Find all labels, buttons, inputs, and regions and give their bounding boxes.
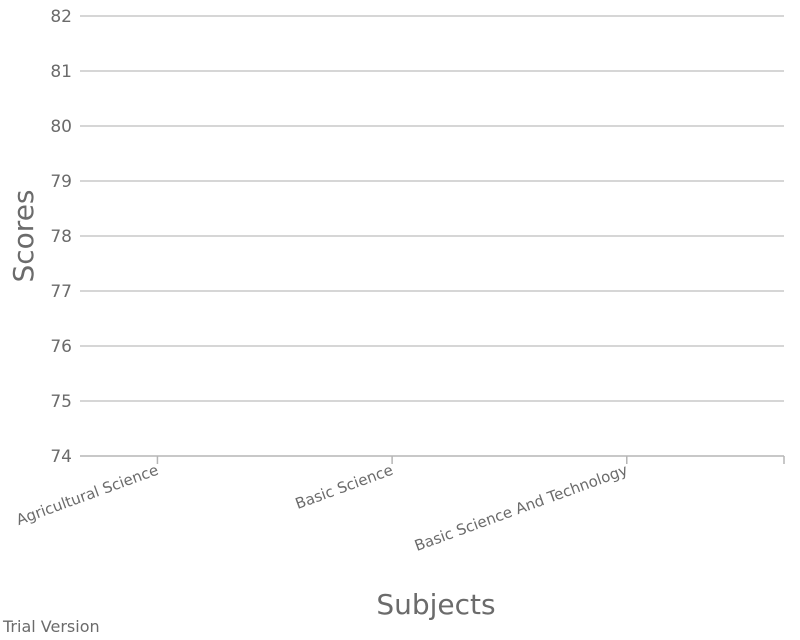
x-category-label: Basic Science And Technology — [412, 461, 630, 555]
y-tick-label: 79 — [50, 172, 72, 192]
y-tick-label: 76 — [50, 337, 72, 357]
y-tick-label: 82 — [50, 7, 72, 27]
trial-version-watermark: Trial Version — [3, 617, 100, 636]
gridlines — [80, 15, 784, 457]
x-axis — [156, 456, 785, 464]
y-tick-label: 75 — [50, 392, 72, 412]
x-category-label: Agricultural Science — [14, 461, 161, 529]
y-axis-title: Scores — [7, 189, 40, 282]
y-tick-label: 77 — [50, 282, 72, 302]
x-category-label: Basic Science — [293, 461, 396, 513]
x-category-labels: Agricultural Science Basic Science Basic S… — [14, 461, 630, 555]
x-axis-title: Subjects — [376, 588, 495, 621]
y-tick-label: 74 — [50, 447, 72, 467]
y-tick-label: 78 — [50, 227, 72, 247]
y-tick-label: 81 — [50, 62, 72, 82]
y-tick-label: 80 — [50, 117, 72, 137]
y-tick-labels: 74 75 76 77 78 79 80 81 82 — [50, 7, 72, 467]
